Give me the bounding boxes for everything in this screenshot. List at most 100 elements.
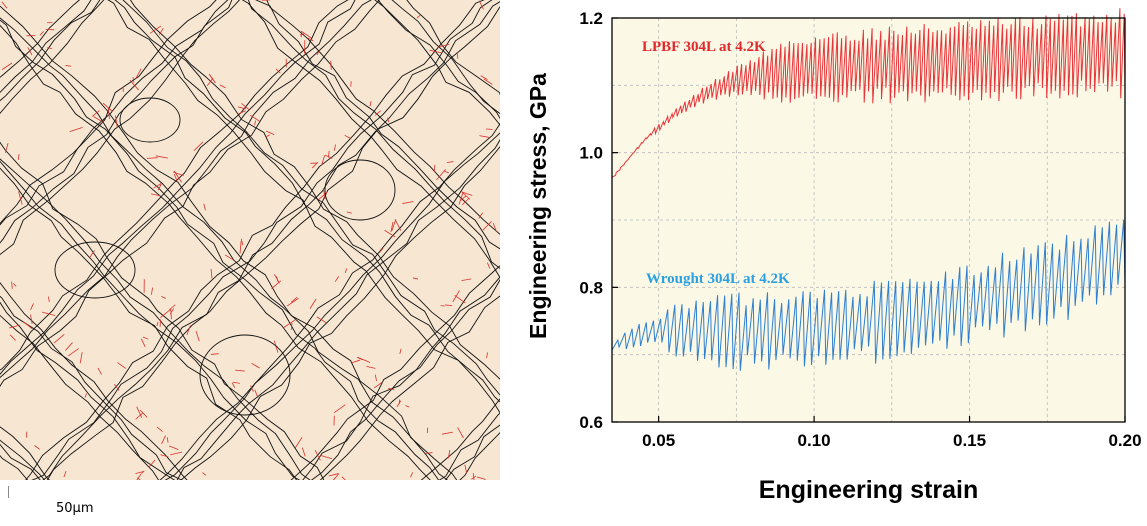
low-angle-boundary bbox=[91, 110, 100, 117]
grain-outline bbox=[119, 97, 181, 143]
low-angle-boundary bbox=[276, 276, 279, 282]
low-angle-boundary bbox=[23, 321, 33, 330]
low-angle-boundary bbox=[135, 412, 144, 420]
low-angle-boundary bbox=[328, 473, 339, 477]
series-line bbox=[611, 219, 1126, 371]
low-angle-boundary bbox=[240, 238, 244, 246]
low-angle-boundary bbox=[429, 49, 442, 54]
series-label: Wrought 304L at 4.2K bbox=[646, 271, 790, 287]
low-angle-boundary bbox=[378, 247, 384, 254]
x-axis-title: Engineering strain bbox=[759, 476, 978, 504]
low-angle-boundary bbox=[366, 365, 376, 369]
low-angle-boundary bbox=[141, 470, 145, 474]
low-angle-boundary bbox=[39, 30, 45, 36]
grain-boundary bbox=[0, 19, 440, 480]
low-angle-boundary bbox=[357, 357, 363, 361]
low-angle-boundary bbox=[219, 84, 226, 89]
series-label: LPBF 304L at 4.2K bbox=[642, 39, 766, 55]
low-angle-boundary bbox=[299, 33, 305, 36]
low-angle-boundary bbox=[388, 387, 395, 391]
grain-boundary bbox=[0, 0, 101, 102]
x-tick-label: 0.05 bbox=[642, 431, 675, 450]
low-angle-boundary bbox=[333, 144, 336, 151]
low-angle-boundary bbox=[210, 353, 219, 355]
low-angle-boundary bbox=[391, 219, 397, 231]
low-angle-boundary bbox=[332, 473, 340, 480]
low-angle-boundary bbox=[341, 476, 346, 480]
grain-boundary bbox=[0, 0, 240, 256]
grain-boundary bbox=[0, 0, 92, 94]
low-angle-boundary bbox=[11, 281, 13, 289]
low-angle-boundary bbox=[129, 79, 139, 91]
low-angle-boundary bbox=[102, 102, 113, 112]
low-angle-boundary bbox=[151, 287, 153, 295]
low-angle-boundary bbox=[93, 116, 104, 123]
low-angle-boundary bbox=[443, 170, 449, 174]
low-angle-boundary bbox=[4, 142, 9, 153]
low-angle-boundary bbox=[461, 278, 472, 281]
low-angle-boundary bbox=[441, 431, 453, 435]
low-angle-boundary bbox=[156, 426, 163, 432]
low-angle-boundary bbox=[254, 389, 259, 399]
low-angle-boundary bbox=[8, 324, 21, 329]
low-angle-boundary bbox=[316, 49, 321, 56]
grain-boundary bbox=[266, 0, 500, 235]
grain-boundary bbox=[374, 0, 500, 126]
low-angle-boundary bbox=[186, 325, 191, 335]
low-angle-boundary bbox=[160, 308, 171, 318]
low-angle-boundary bbox=[387, 117, 390, 123]
low-angle-boundary bbox=[150, 25, 162, 34]
low-angle-boundary bbox=[479, 135, 491, 138]
low-angle-boundary bbox=[476, 476, 486, 480]
low-angle-boundary bbox=[195, 330, 200, 342]
low-angle-boundary bbox=[89, 250, 95, 258]
low-angle-boundary bbox=[172, 171, 184, 176]
low-angle-boundary bbox=[309, 298, 317, 309]
y-tick-label: 1.2 bbox=[579, 9, 603, 28]
low-angle-boundary bbox=[140, 338, 146, 347]
low-angle-boundary bbox=[146, 157, 158, 159]
low-angle-boundary bbox=[65, 342, 73, 351]
grain-boundary bbox=[129, 0, 500, 380]
grain-boundary bbox=[0, 0, 233, 244]
low-angle-boundary bbox=[202, 472, 207, 476]
scale-bar-label: 50µm bbox=[56, 501, 94, 516]
x-tick-label: 0.20 bbox=[1108, 431, 1141, 450]
grain-boundary bbox=[31, 0, 493, 480]
low-angle-boundary bbox=[156, 321, 159, 327]
low-angle-boundary bbox=[68, 348, 79, 357]
low-angle-boundary bbox=[402, 201, 414, 204]
low-angle-boundary bbox=[447, 449, 451, 459]
grain-boundary bbox=[0, 0, 356, 375]
y-axis-title: Engineering stress, GPa bbox=[525, 73, 551, 339]
low-angle-boundary bbox=[486, 262, 491, 269]
low-angle-boundary bbox=[136, 406, 143, 418]
grain-boundary bbox=[25, 0, 485, 480]
low-angle-boundary bbox=[168, 445, 179, 450]
grain-boundary bbox=[302, 276, 500, 480]
low-angle-boundary bbox=[445, 304, 453, 307]
low-angle-boundary bbox=[27, 47, 33, 56]
low-angle-boundary bbox=[48, 296, 50, 302]
low-angle-boundary bbox=[405, 405, 410, 408]
low-angle-boundary bbox=[412, 277, 419, 280]
low-angle-boundary bbox=[384, 230, 396, 238]
low-angle-boundary bbox=[312, 161, 319, 169]
grain-boundary bbox=[0, 0, 372, 379]
low-angle-boundary bbox=[249, 114, 260, 122]
low-angle-boundary bbox=[471, 475, 477, 480]
low-angle-boundary bbox=[344, 134, 351, 139]
low-angle-boundary bbox=[65, 65, 72, 67]
low-angle-boundary bbox=[170, 451, 183, 456]
low-angle-boundary bbox=[254, 120, 256, 126]
low-angle-boundary bbox=[351, 359, 361, 364]
grain-boundary bbox=[42, 1, 500, 480]
ebsd-micrograph bbox=[0, 0, 500, 480]
low-angle-boundary bbox=[18, 153, 20, 160]
low-angle-boundary bbox=[396, 400, 402, 408]
grain-boundary bbox=[241, 0, 500, 279]
low-angle-boundary bbox=[333, 404, 346, 414]
grain-boundary bbox=[0, 167, 298, 480]
low-angle-boundary bbox=[155, 155, 169, 159]
low-angle-boundary bbox=[290, 322, 293, 331]
